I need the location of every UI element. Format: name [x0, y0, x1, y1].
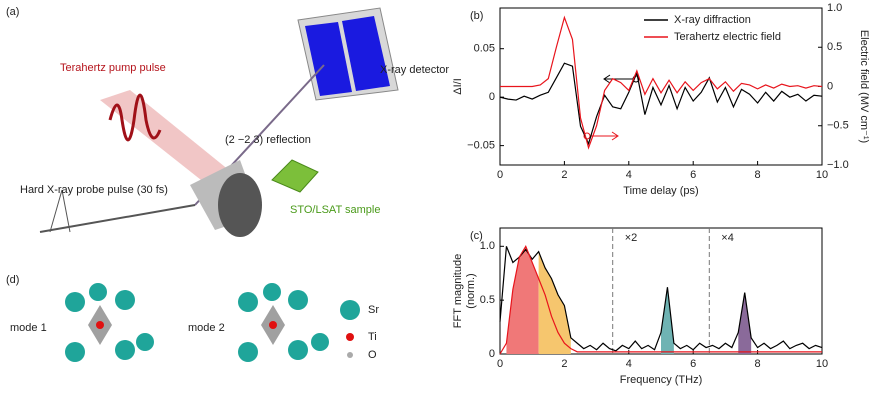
x-tick-label: 0 [497, 358, 503, 370]
x-tick-label: 10 [816, 358, 828, 370]
shaded-peak [661, 287, 674, 354]
y-tick-label: 0.05 [474, 43, 495, 55]
y-tick-label: 0.5 [480, 294, 495, 306]
y2-tick-label: 0.5 [827, 41, 842, 53]
sr-atoms [65, 283, 360, 362]
probe-label: Hard X-ray probe pulse (30 fs) [20, 184, 168, 196]
mode-label: mode 1 [10, 322, 47, 334]
x-axis-label: Time delay (ps) [623, 185, 698, 197]
y2-tick-label: −1.0 [827, 159, 849, 171]
mode-label: mode 2 [188, 322, 225, 334]
y2-tick-label: 1.0 [827, 2, 842, 14]
y-tick-label: 0 [489, 348, 495, 360]
detector-pad [305, 22, 352, 96]
shaded-peak [738, 292, 752, 354]
ti-legend [346, 333, 354, 341]
setup-diagram: (a) Terahertz pump pulse X-ray detector … [6, 6, 449, 237]
panel-label: (c) [470, 230, 483, 242]
y-axis-label: (norm.) [465, 273, 477, 308]
series-line [500, 15, 823, 150]
x-tick-label: 6 [690, 169, 696, 181]
sample-label: STO/LSAT sample [290, 204, 380, 216]
panel-label: (a) [6, 6, 19, 18]
series-line [499, 244, 822, 355]
legend-label: X-ray diffraction [674, 14, 751, 26]
x-tick-label: 10 [816, 169, 828, 181]
y-tick-label: 1.0 [480, 240, 495, 252]
chamber-window [218, 173, 262, 237]
legend-label: Terahertz electric field [674, 31, 781, 43]
pump-pulse [108, 93, 162, 142]
pump-label: Terahertz pump pulse [60, 62, 166, 74]
legend-label: Ti [368, 331, 377, 343]
panel-label: (d) [6, 274, 19, 286]
modes-diagram: (d) mode 1 mode 2 Sr Ti O [6, 274, 379, 362]
y-tick-label: −0.05 [467, 140, 495, 152]
y-axis-label: ΔI/I [452, 78, 464, 95]
y2-tick-label: 0 [827, 80, 833, 92]
reflection-label: (2 −2 3) reflection [225, 134, 311, 146]
detector-label: X-ray detector [380, 64, 449, 76]
x-tick-label: 8 [755, 169, 761, 181]
ti-atom [96, 321, 104, 329]
series-line [499, 62, 823, 146]
x-tick-label: 6 [690, 358, 696, 370]
legend-label: Sr [368, 304, 379, 316]
probe-beam [39, 204, 196, 233]
x-tick-label: 2 [561, 169, 567, 181]
annotation: ×4 [721, 232, 734, 244]
y-tick-label: 0 [489, 91, 495, 103]
x-tick-label: 4 [626, 358, 632, 370]
legend-label: O [368, 349, 377, 361]
x-tick-label: 0 [497, 169, 503, 181]
x-axis-label: Frequency (THz) [620, 374, 703, 386]
sample [271, 159, 319, 193]
y2-axis-label: Electric field (MV cm⁻¹) [858, 30, 870, 143]
probe-pulse [49, 189, 71, 233]
y-axis-label: FFT magnitude [452, 254, 464, 328]
o-legend [347, 352, 353, 358]
shaded-peak [538, 251, 571, 354]
series-line [499, 246, 823, 352]
shaded-peak [506, 246, 539, 354]
x-tick-label: 2 [561, 358, 567, 370]
panel-label: (b) [470, 10, 483, 22]
x-tick-label: 8 [755, 358, 761, 370]
x-tick-label: 4 [626, 169, 632, 181]
y2-tick-label: −0.5 [827, 120, 849, 132]
annotation: ×2 [625, 232, 638, 244]
detector-pad [342, 16, 390, 91]
ti-atom [269, 321, 277, 329]
